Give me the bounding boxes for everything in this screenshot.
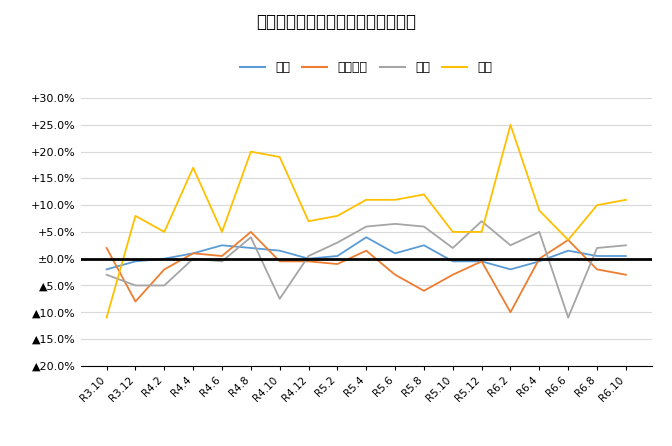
中食: [304, 253, 312, 259]
合計: [103, 267, 111, 272]
外食: [536, 208, 544, 213]
外食: [362, 197, 370, 202]
合計: [333, 253, 341, 259]
外食: [218, 229, 226, 235]
外食: [304, 219, 312, 224]
合計: [362, 235, 370, 240]
合計: [304, 256, 312, 261]
家庭内食: [362, 248, 370, 253]
合計: [593, 253, 601, 259]
外食: [132, 213, 140, 219]
外食: [622, 197, 630, 202]
家庭内食: [247, 229, 255, 235]
中食: [103, 272, 111, 277]
外食: [478, 229, 486, 235]
合計: [276, 248, 284, 253]
外食: [449, 229, 457, 235]
中食: [478, 219, 486, 224]
中食: [507, 243, 515, 248]
外食: [391, 197, 399, 202]
合計: [391, 251, 399, 256]
Text: 米消費量・前年同月比増減率の推移: 米消費量・前年同月比増減率の推移: [256, 13, 416, 31]
外食: [247, 149, 255, 154]
家庭内食: [276, 259, 284, 264]
家庭内食: [536, 256, 544, 261]
家庭内食: [478, 259, 486, 264]
合計: [564, 248, 573, 253]
Line: 家庭内食: 家庭内食: [107, 232, 626, 312]
合計: [247, 245, 255, 251]
中食: [391, 221, 399, 227]
外食: [160, 229, 168, 235]
外食: [593, 202, 601, 208]
中食: [132, 283, 140, 288]
家庭内食: [189, 251, 197, 256]
外食: [333, 213, 341, 219]
中食: [218, 259, 226, 264]
家庭内食: [593, 267, 601, 272]
家庭内食: [132, 299, 140, 304]
Line: 中食: 中食: [107, 221, 626, 318]
中食: [189, 256, 197, 261]
合計: [622, 253, 630, 259]
合計: [449, 259, 457, 264]
中食: [564, 315, 573, 320]
中食: [593, 245, 601, 251]
中食: [420, 224, 428, 229]
外食: [103, 315, 111, 320]
Line: 外食: 外食: [107, 125, 626, 318]
中食: [276, 296, 284, 301]
合計: [420, 243, 428, 248]
中食: [536, 229, 544, 235]
家庭内食: [622, 272, 630, 277]
外食: [564, 237, 573, 243]
合計: [218, 243, 226, 248]
外食: [276, 154, 284, 160]
中食: [333, 240, 341, 245]
中食: [247, 235, 255, 240]
家庭内食: [449, 272, 457, 277]
家庭内食: [218, 253, 226, 259]
家庭内食: [304, 259, 312, 264]
合計: [478, 259, 486, 264]
合計: [132, 259, 140, 264]
中食: [449, 245, 457, 251]
家庭内食: [160, 267, 168, 272]
家庭内食: [507, 310, 515, 315]
中食: [362, 224, 370, 229]
外食: [189, 165, 197, 170]
合計: [189, 251, 197, 256]
中食: [622, 243, 630, 248]
家庭内食: [420, 288, 428, 293]
家庭内食: [103, 245, 111, 251]
家庭内食: [333, 261, 341, 267]
中食: [160, 283, 168, 288]
家庭内食: [391, 272, 399, 277]
合計: [507, 267, 515, 272]
家庭内食: [564, 237, 573, 243]
合計: [160, 256, 168, 261]
Line: 合計: 合計: [107, 237, 626, 269]
合計: [536, 259, 544, 264]
外食: [420, 192, 428, 197]
Legend: 合計, 家庭内食, 中食, 外食: 合計, 家庭内食, 中食, 外食: [235, 56, 497, 79]
外食: [507, 122, 515, 128]
